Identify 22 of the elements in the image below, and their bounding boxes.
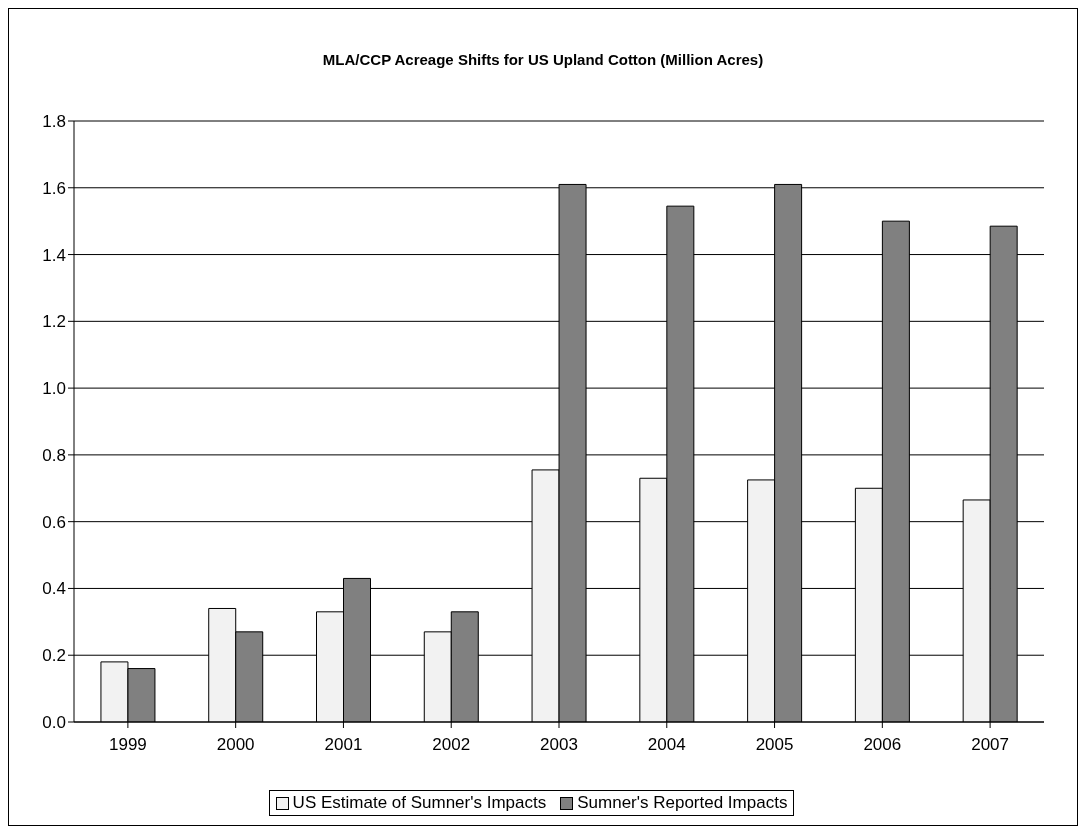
x-tick-label: 2003 [540,735,578,755]
x-tick-label: 2005 [755,735,794,755]
y-tick-label: 1.6 [42,178,66,198]
x-tick-label: 2001 [324,735,363,755]
y-tick-label: 0.8 [42,445,66,465]
x-tick-label: 1999 [108,735,147,755]
y-tick-label: 1.0 [42,379,66,399]
x-tick-label: 2004 [647,735,686,755]
legend-label: US Estimate of Sumner's Impacts [291,793,547,813]
y-tick-label: 0.4 [42,579,66,599]
y-tick-label: 1.4 [42,245,66,265]
y-tick-label: 1.2 [42,312,66,332]
x-tick-label: 2006 [863,735,902,755]
legend-label: Sumner's Reported Impacts [576,793,788,813]
y-tick-label: 0.6 [42,512,66,532]
x-tick-label: 2000 [216,735,255,755]
y-tick-label: 0.0 [42,713,66,733]
x-tick-label: 2002 [432,735,471,755]
chart-title: MLA/CCP Acreage Shifts for US Upland Cotton (Million Acres) [321,50,765,70]
y-tick-label: 1.8 [42,112,66,132]
y-tick-label: 0.2 [42,646,66,666]
x-tick-label: 2007 [971,735,1010,755]
